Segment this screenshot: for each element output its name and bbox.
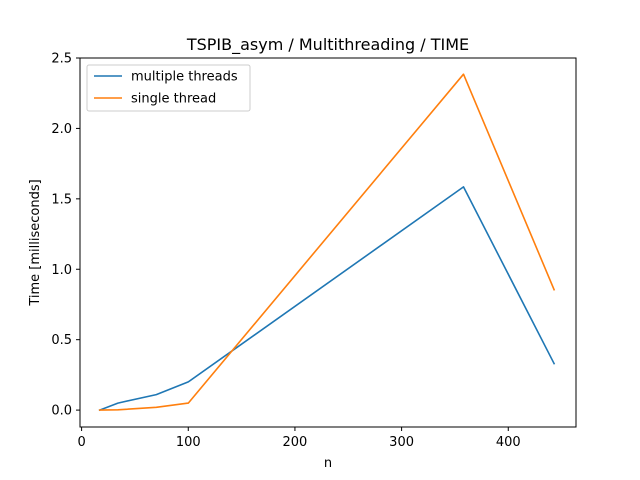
legend-frame <box>86 64 251 112</box>
x-tick-label: 400 <box>496 435 521 450</box>
legend-label-0: multiple threads <box>131 70 238 85</box>
y-tick-label: 0.5 <box>51 333 72 348</box>
y-tick-label: 1.0 <box>51 263 72 278</box>
x-axis-label: n <box>324 456 332 471</box>
y-tick-label: 2.0 <box>51 122 72 137</box>
x-tick-label: 100 <box>176 435 201 450</box>
series-line-1 <box>98 73 556 411</box>
legend-label-1: single thread <box>131 92 216 107</box>
x-tick-label: 0 <box>77 435 85 450</box>
y-tick-label: 1.5 <box>51 192 72 207</box>
x-axis-ticks: 0 100 200 300 400 <box>77 427 521 450</box>
plot-background <box>80 58 576 427</box>
legend: multiple threads single thread <box>86 64 251 112</box>
y-axis-ticks: 0.0 0.5 1.0 1.5 2.0 2.5 <box>51 52 80 419</box>
series-line-0 <box>98 186 556 412</box>
series-layer <box>98 73 556 412</box>
y-tick-label: 2.5 <box>51 52 72 67</box>
chart-title: TSPIB_asym / Multithreading / TIME <box>186 35 469 55</box>
y-axis-label: Time [milliseconds] <box>28 179 43 306</box>
x-tick-label: 200 <box>283 435 308 450</box>
plot-area <box>80 58 576 427</box>
x-tick-label: 300 <box>389 435 414 450</box>
y-tick-label: 0.0 <box>51 404 72 419</box>
plot-frame <box>79 57 577 428</box>
